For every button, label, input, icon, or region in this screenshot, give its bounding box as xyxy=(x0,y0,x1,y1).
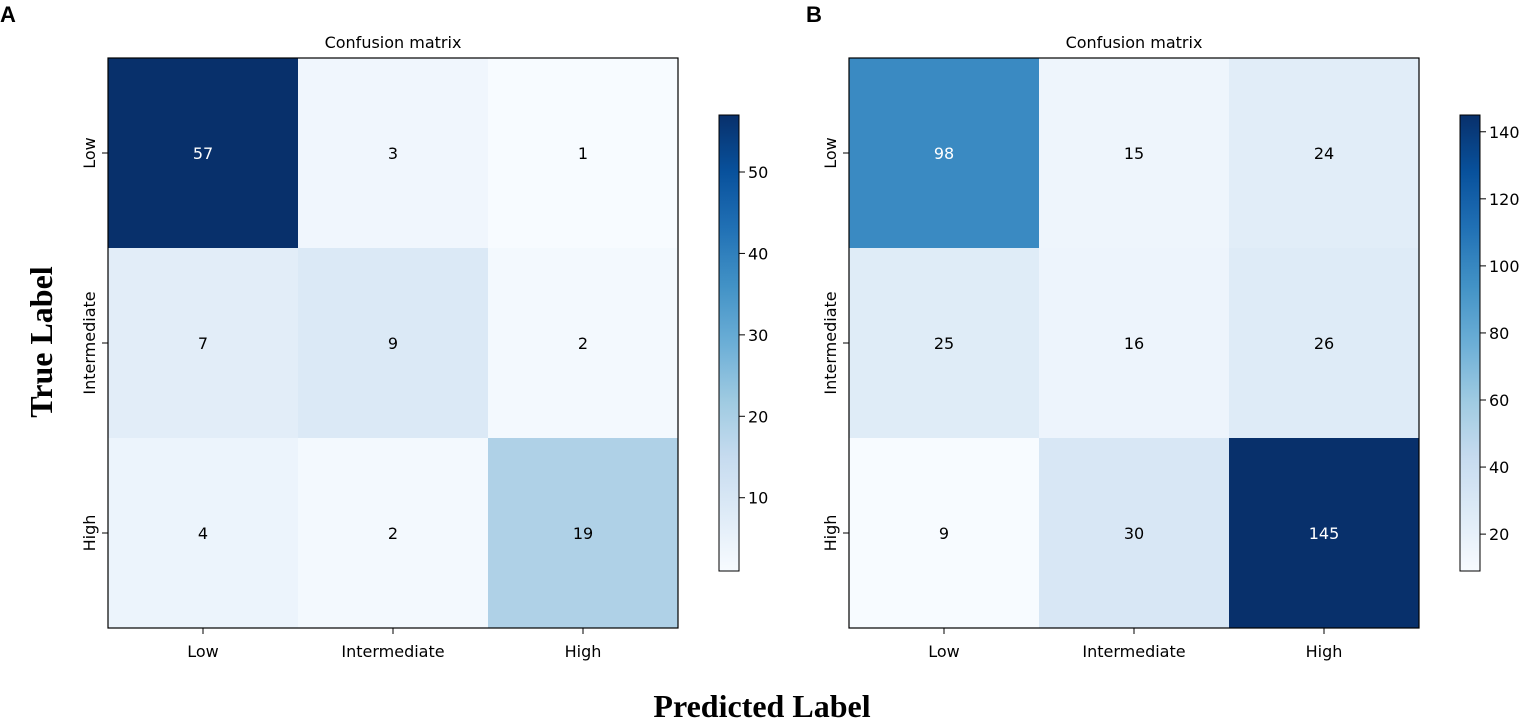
matrix-cell xyxy=(108,58,299,249)
colorbar-tick-label: 10 xyxy=(748,489,768,508)
y-tick-label: Low xyxy=(80,137,99,169)
panel-letter: B xyxy=(806,2,822,27)
panel-b: B Confusion matrix 98 15 24 25 16 26 9 30 145 Low In… xyxy=(806,2,1520,661)
y-tick-label: High xyxy=(821,515,840,552)
matrix-cell xyxy=(1039,248,1230,439)
cell-value-label: 9 xyxy=(388,334,398,353)
matrix-cell xyxy=(1039,438,1230,629)
colorbar-tick-label: 20 xyxy=(1489,525,1509,544)
cell-value-label: 3 xyxy=(388,144,398,163)
matrix-cell xyxy=(108,248,299,439)
matrix-cell xyxy=(1229,58,1420,249)
cell-value-label: 25 xyxy=(934,334,954,353)
matrix-cell xyxy=(488,58,679,249)
colorbar-tick-label: 40 xyxy=(748,244,768,263)
colorbar-tick-label: 140 xyxy=(1489,123,1520,142)
x-axis-label: Predicted Label xyxy=(653,688,870,721)
cell-value-label: 2 xyxy=(388,524,398,543)
x-tick-label: Low xyxy=(928,642,960,661)
matrix-cell xyxy=(298,58,489,249)
colorbar-tick-label: 20 xyxy=(748,407,768,426)
chart-title: Confusion matrix xyxy=(1066,33,1203,52)
y-tick-label: Intermediate xyxy=(80,291,99,394)
x-tick-label: Intermediate xyxy=(1082,642,1185,661)
cell-value-label: 30 xyxy=(1124,524,1144,543)
colorbar-tick-label: 120 xyxy=(1489,190,1520,209)
cell-value-label: 16 xyxy=(1124,334,1144,353)
y-tick-label: High xyxy=(80,515,99,552)
cell-value-label: 19 xyxy=(573,524,593,543)
matrix-cell xyxy=(488,248,679,439)
y-axis-label: True Label xyxy=(23,266,59,418)
x-tick-label: Low xyxy=(187,642,219,661)
cell-value-label: 145 xyxy=(1309,524,1340,543)
y-tick-label: Intermediate xyxy=(821,291,840,394)
matrix-cell xyxy=(849,248,1040,439)
matrix-cell xyxy=(1039,58,1230,249)
colorbar-tick-label: 60 xyxy=(1489,391,1509,410)
x-tick-label: High xyxy=(1306,642,1343,661)
x-tick-label: High xyxy=(565,642,602,661)
panel-letter: A xyxy=(0,2,16,27)
cell-value-label: 7 xyxy=(198,334,208,353)
cell-value-label: 15 xyxy=(1124,144,1144,163)
cell-value-label: 1 xyxy=(578,144,588,163)
colorbar-tick-label: 80 xyxy=(1489,324,1509,343)
cell-value-label: 4 xyxy=(198,524,208,543)
colorbar-tick-label: 100 xyxy=(1489,257,1520,276)
matrix-cell xyxy=(849,58,1040,249)
cell-value-label: 9 xyxy=(939,524,949,543)
colorbar-tick-label: 50 xyxy=(748,163,768,182)
matrix-cell xyxy=(849,438,1040,629)
cell-value-label: 2 xyxy=(578,334,588,353)
cell-value-label: 24 xyxy=(1314,144,1334,163)
colorbar xyxy=(718,114,740,572)
chart-title: Confusion matrix xyxy=(325,33,462,52)
colorbar-tick-label: 40 xyxy=(1489,458,1509,477)
y-tick-label: Low xyxy=(821,137,840,169)
matrix-cell xyxy=(488,438,679,629)
matrix-cell xyxy=(1229,438,1420,629)
matrix-cell xyxy=(298,248,489,439)
cell-value-label: 26 xyxy=(1314,334,1334,353)
colorbar xyxy=(1459,114,1481,572)
matrix-cell xyxy=(108,438,299,629)
cell-value-label: 98 xyxy=(934,144,954,163)
matrix-cell xyxy=(1229,248,1420,439)
x-tick-label: Intermediate xyxy=(341,642,444,661)
matrix-cell xyxy=(298,438,489,629)
colorbar-tick-label: 30 xyxy=(748,326,768,345)
cell-value-label: 57 xyxy=(193,144,213,163)
panel-a: A Confusion matrix 57 3 1 7 9 2 4 2 19 Low Intermedi… xyxy=(0,2,768,661)
